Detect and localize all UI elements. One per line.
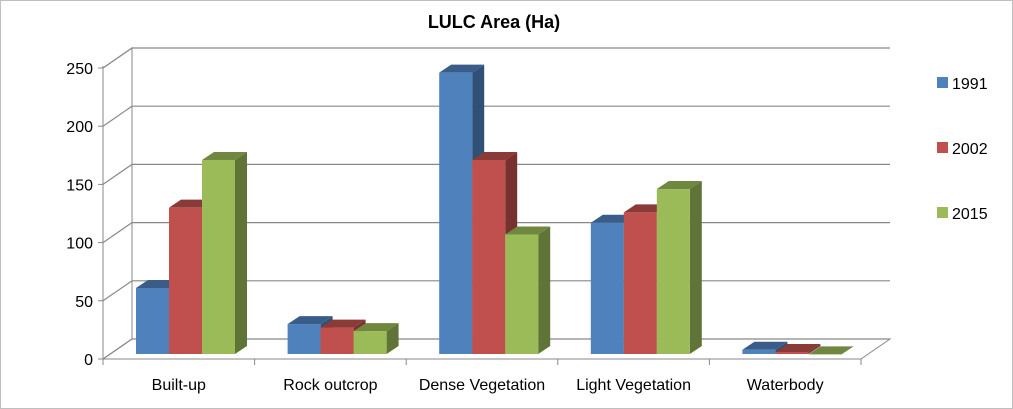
bar [742,349,776,354]
y-tick-label: 100 [66,236,93,253]
bar-top [320,319,366,328]
bar [169,207,202,354]
bar [287,324,321,354]
bar-group [287,316,399,354]
bar-top [775,344,821,353]
legend-label: 2015 [952,206,988,223]
legend-label: 1991 [952,76,988,93]
bar [472,159,506,354]
bar [505,234,539,354]
bar [353,331,387,354]
bar-top [287,316,333,325]
legend-label: 2002 [952,141,988,158]
y-tick-label: 250 [66,61,93,78]
bar-group [742,341,854,355]
bar-side [689,181,702,354]
bar-side [386,323,399,354]
gridline [102,105,890,127]
bar [439,72,473,354]
y-tick-label: 200 [66,119,93,136]
bar-group [590,181,702,354]
bar-top [202,151,247,160]
bar [656,189,690,354]
chart-title: LULC Area (Ha) [428,12,560,32]
legend-swatch [937,142,948,153]
y-tick-label: 50 [75,294,93,311]
bar-top [472,151,518,160]
legend-swatch [937,207,948,218]
bar-top [353,323,399,332]
bars [136,64,854,355]
bar [320,327,354,354]
bar [623,212,657,354]
category-labels: Built-up Rock outcrop Dense Vegetation Ligh… [152,359,862,394]
y-axis-ticks: 0 50 100 150 200 250 [66,61,93,369]
x-category-label: Waterbody [747,377,824,394]
x-category-label: Rock outcrop [283,377,377,394]
side-wall [102,47,133,360]
x-category-label: Light Vegetation [576,377,691,394]
bar [202,159,235,354]
bar-top [808,346,854,355]
bar-side [235,151,247,354]
bar [775,352,809,354]
bar-group [136,151,247,354]
y-tick-label: 0 [84,352,93,369]
legend: 1991 2002 2015 [937,76,988,223]
bar-side [808,344,821,354]
legend-swatch [937,77,948,88]
bar-top [742,341,788,350]
x-category-label: Dense Vegetation [419,377,545,394]
bar-group [439,64,551,354]
bar-top [656,181,702,190]
bar [590,222,624,354]
bar-top [439,64,485,73]
bar-top [505,226,551,235]
bar-side [538,226,551,354]
gridline [102,163,890,185]
x-category-label: Built-up [152,377,206,394]
y-tick-label: 150 [66,177,93,194]
bar [136,287,169,354]
gridline [102,47,890,69]
